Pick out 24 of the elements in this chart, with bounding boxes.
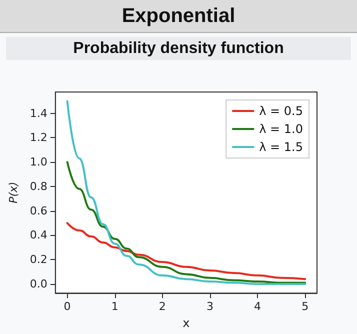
x-tick-label: 1	[111, 300, 118, 314]
y-tick-label: 0.4	[30, 228, 48, 242]
x-tick-label: 0	[64, 300, 71, 314]
chart-subtitle: Probability density function	[6, 37, 351, 60]
x-tick-label: 5	[302, 300, 309, 314]
y-tick-label: 1.4	[30, 106, 48, 120]
y-axis-title: P(x)	[7, 182, 20, 204]
y-tick-label: 0.0	[30, 277, 48, 290]
y-tick-label: 1.0	[30, 156, 48, 169]
x-tick-label: 3	[206, 300, 214, 314]
line-series	[66, 100, 306, 285]
y-tick-label: 0.2	[30, 253, 48, 266]
x-tick-label: 2	[158, 300, 166, 314]
x-axis-title: x	[182, 316, 190, 330]
chart-title: Exponential	[0, 0, 357, 33]
y-tick-label: 1.2	[30, 131, 48, 144]
legend-label: λ = 0.5	[259, 104, 304, 118]
y-tick-label: 0.8	[30, 180, 48, 193]
legend-label: λ = 1.5	[259, 140, 304, 154]
line-series	[66, 222, 306, 280]
line-series	[66, 161, 306, 284]
x-tick-label: 4	[254, 300, 262, 314]
legend-label: λ = 1.0	[259, 122, 304, 136]
y-tick-label: 0.6	[30, 204, 48, 218]
